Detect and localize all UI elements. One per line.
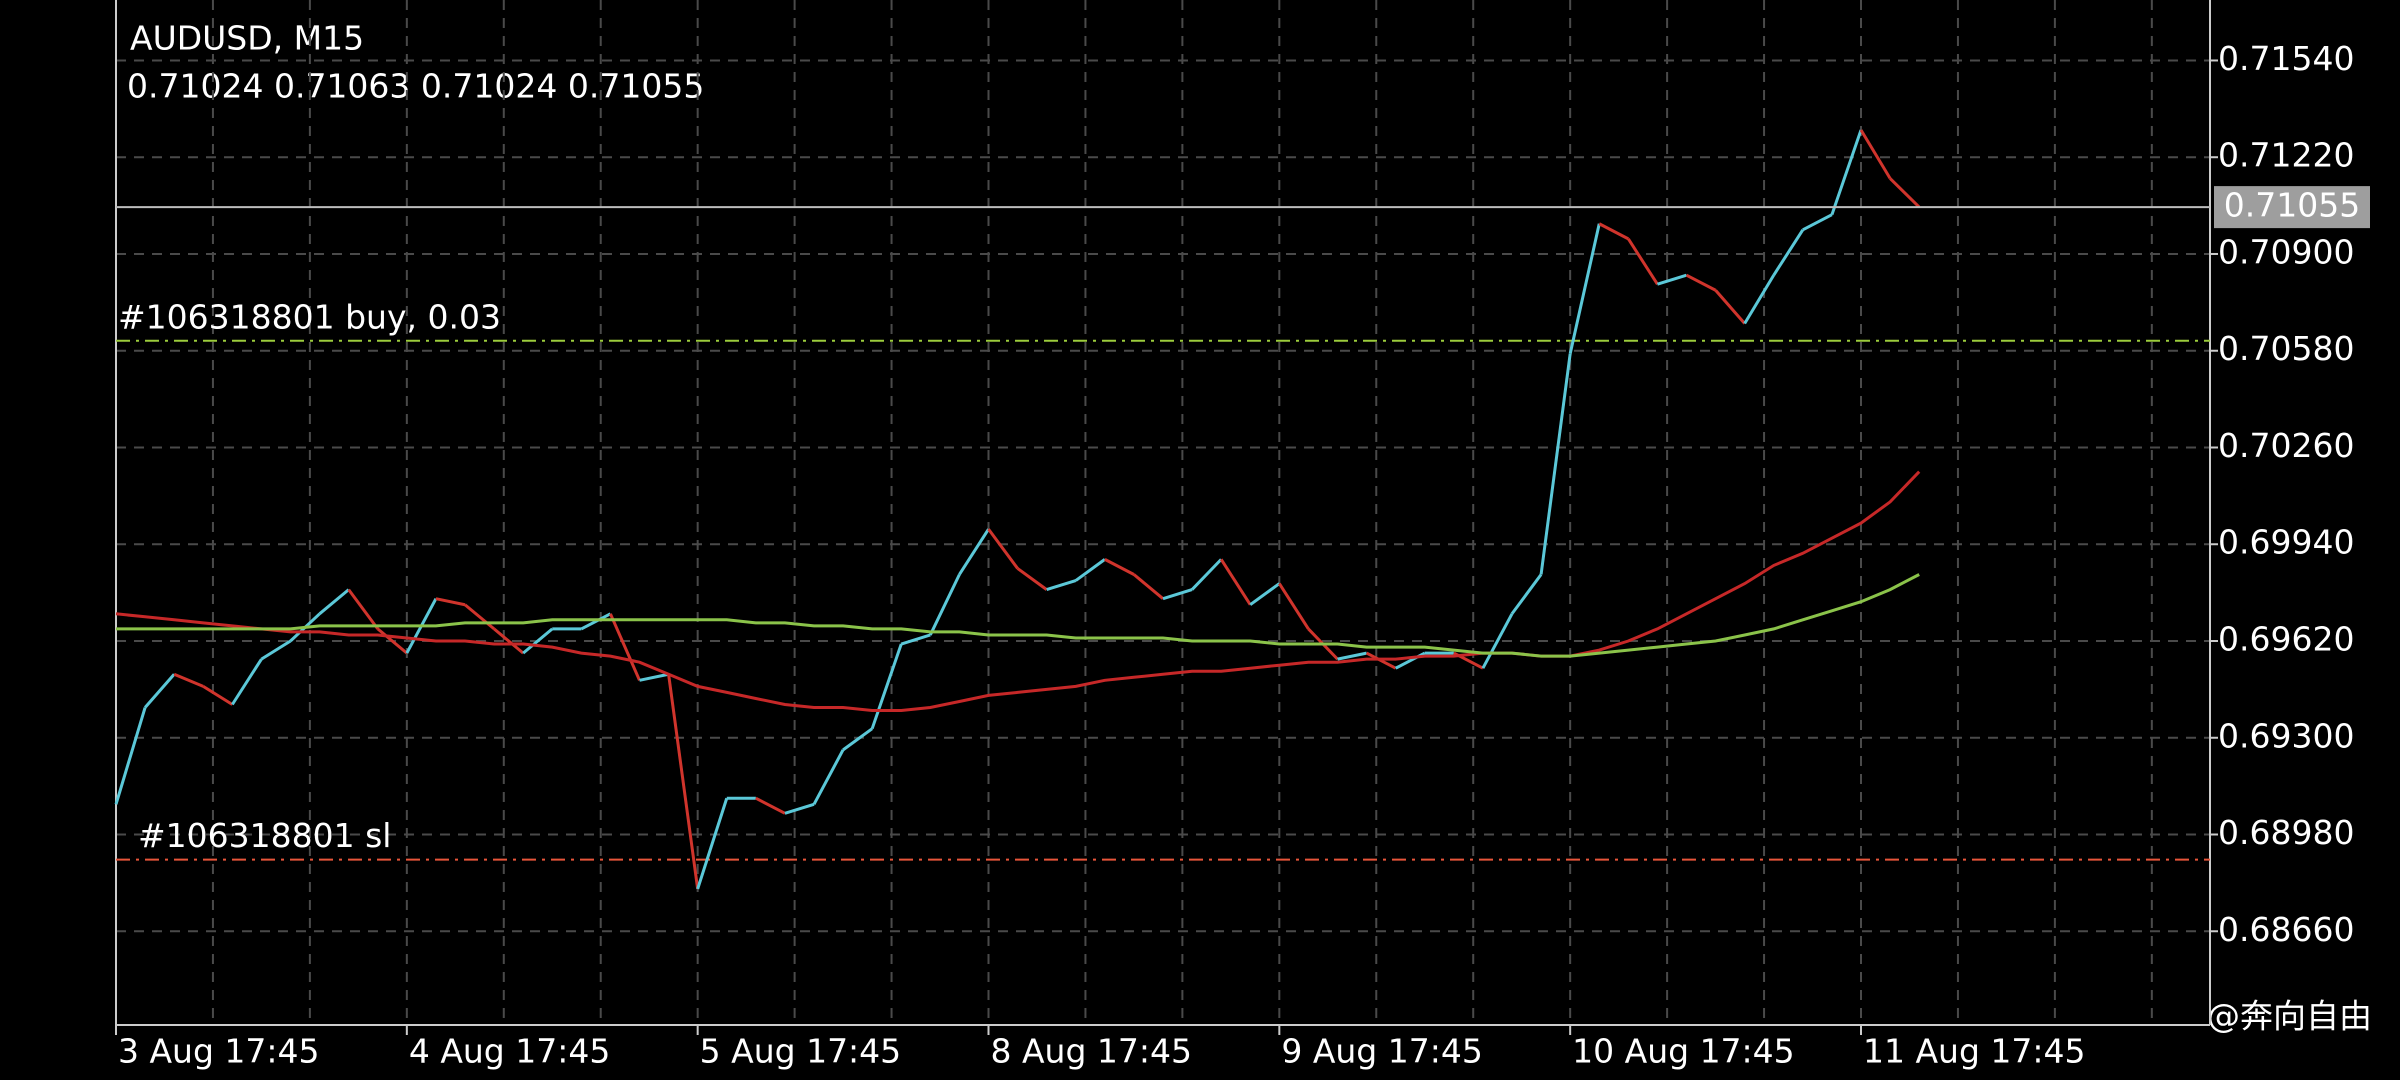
price-segment <box>1598 222 1630 241</box>
price-segment <box>580 612 612 631</box>
y-tick-label: 0.70900 <box>2218 232 2354 271</box>
price-segment <box>1016 567 1048 591</box>
x-tick-label: 4 Aug 17:45 <box>409 1032 611 1071</box>
price-segment <box>842 727 874 752</box>
price-segment <box>435 597 466 607</box>
ohlc-readout: 0.71024 0.71063 0.71024 0.71055 <box>127 67 704 106</box>
price-segment <box>1714 289 1746 325</box>
price-segment <box>464 603 496 631</box>
x-tick-label: 11 Aug 17:45 <box>1863 1032 2086 1071</box>
price-segment <box>1481 613 1514 669</box>
price-segment <box>1104 558 1135 576</box>
price-segment <box>609 613 641 681</box>
price-segment <box>1743 274 1776 325</box>
price-segment <box>1539 353 1572 575</box>
price-segment <box>1685 273 1717 292</box>
price-segment <box>1337 651 1367 661</box>
price-segment <box>1219 558 1252 606</box>
y-tick-label: 0.68980 <box>2218 813 2354 852</box>
price-segment <box>522 627 554 655</box>
y-tick-label: 0.69620 <box>2218 620 2354 659</box>
y-tick-label: 0.70260 <box>2218 426 2354 465</box>
y-tick-label: 0.69940 <box>2218 523 2354 562</box>
y-tick-label: 0.71220 <box>2218 136 2354 175</box>
price-segment <box>1074 558 1106 582</box>
price-segment <box>1132 573 1164 600</box>
price-segment <box>696 797 729 890</box>
last-price-label: 0.71055 <box>2224 186 2360 225</box>
y-tick-label: 0.68660 <box>2218 910 2354 949</box>
price-segment <box>812 749 845 805</box>
price-segment <box>1249 582 1281 606</box>
price-segment <box>1802 213 1833 232</box>
order-label: #106318801 buy, 0.03 <box>118 297 501 336</box>
last-price-box <box>2214 186 2370 229</box>
price-segment <box>1627 238 1659 286</box>
price-segment <box>1365 651 1397 670</box>
price-segment <box>1510 573 1543 615</box>
price-segment <box>784 802 815 815</box>
price-segment <box>347 588 379 630</box>
price-segment <box>1859 129 1892 180</box>
price-segment <box>143 673 176 709</box>
price-segment <box>493 627 525 655</box>
price-segment <box>987 528 1019 570</box>
price-segment <box>376 627 408 655</box>
price-segment <box>928 573 961 636</box>
y-tick-label: 0.70580 <box>2218 329 2354 368</box>
price-segment <box>1278 582 1310 630</box>
price-segment <box>1568 223 1601 355</box>
chart-title: AUDUSD, M15 <box>130 19 364 58</box>
price-segment <box>1889 177 1921 209</box>
x-tick-label: 8 Aug 17:45 <box>991 1032 1193 1071</box>
price-segment <box>318 588 350 615</box>
watermark: @奔向自由 <box>2207 997 2372 1036</box>
x-tick-label: 3 Aug 17:45 <box>118 1032 320 1071</box>
price-segment <box>870 643 903 730</box>
y-tick-label: 0.69300 <box>2218 716 2354 755</box>
price-segment <box>114 707 147 805</box>
price-segment <box>260 639 292 661</box>
moving-average <box>115 470 1921 712</box>
price-segment <box>755 796 786 815</box>
price-segment <box>1830 129 1863 216</box>
price-segment <box>1046 579 1077 592</box>
price-segment <box>231 658 263 706</box>
price-segment <box>1191 558 1223 591</box>
price-segment <box>900 633 931 646</box>
price-segment <box>173 672 204 688</box>
x-tick-label: 5 Aug 17:45 <box>700 1032 902 1071</box>
x-tick-label: 9 Aug 17:45 <box>1281 1032 1483 1071</box>
price-segment <box>639 672 669 682</box>
order-label: #106318801 sl <box>138 816 391 855</box>
x-tick-label: 10 Aug 17:45 <box>1572 1032 1795 1071</box>
price-segment <box>958 528 990 576</box>
price-segment <box>202 685 234 706</box>
price-segment <box>667 674 700 890</box>
price-segment <box>1162 588 1193 601</box>
price-segment <box>1772 228 1805 276</box>
moving-average <box>116 573 1920 658</box>
y-tick-label: 0.71540 <box>2218 39 2354 78</box>
price-segment <box>1656 273 1687 286</box>
